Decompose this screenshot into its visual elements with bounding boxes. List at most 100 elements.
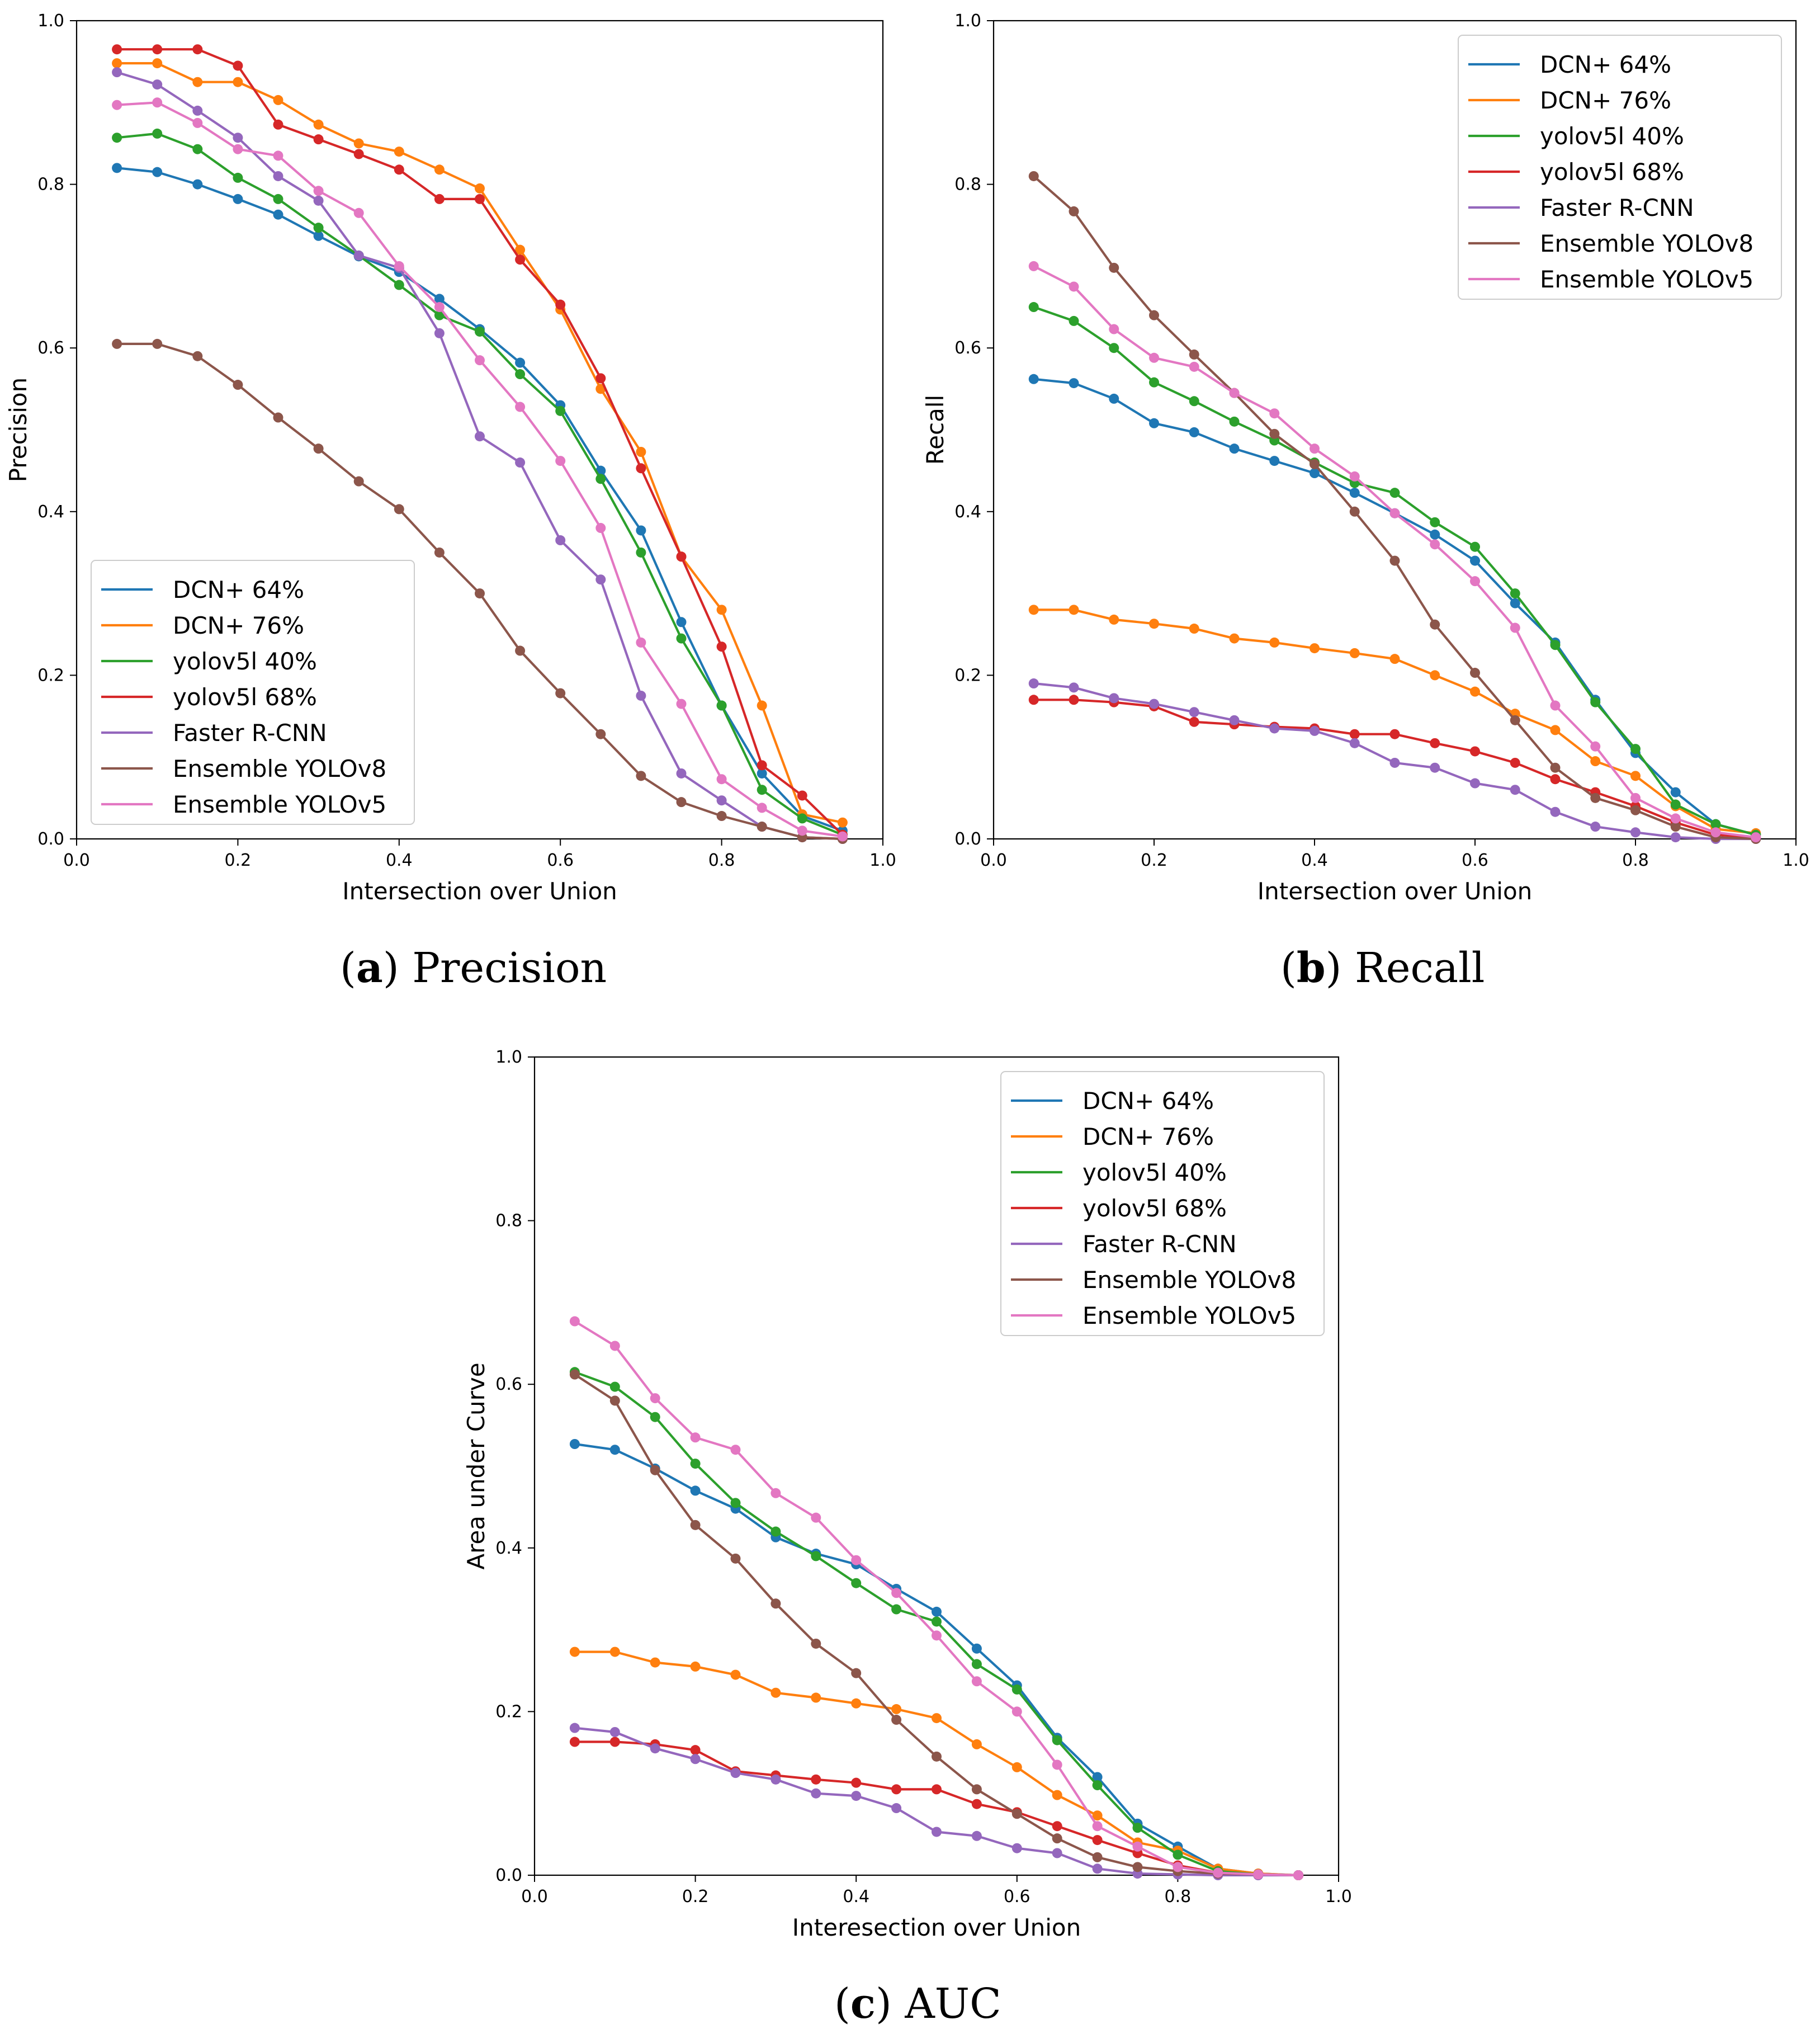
x-tick-label: 1.0 [1325, 1887, 1352, 1907]
chart-panel-3: 0.0 0.2 0.4 0.6 0.8 1.0 0.0 0.2 0.4 0.6 0.8 1.0 Inte… [462, 1048, 1352, 1941]
data-point [192, 44, 203, 55]
data-point [1229, 443, 1240, 454]
data-point [1092, 1863, 1103, 1874]
data-point [1510, 715, 1520, 725]
data-point [1389, 654, 1400, 664]
data-point [515, 254, 526, 265]
data-point [1189, 707, 1199, 718]
data-point [273, 95, 283, 105]
data-point [932, 1713, 942, 1724]
data-point [1028, 302, 1039, 313]
caption-recall: (b) Recall [1280, 944, 1485, 992]
y-tick-label: 0.0 [954, 829, 981, 849]
data-point [851, 1777, 862, 1788]
data-point [1052, 1759, 1062, 1770]
data-point [971, 1830, 982, 1841]
data-point [1028, 605, 1039, 615]
data-point [730, 1553, 741, 1564]
y-tick-label: 0.8 [954, 175, 981, 195]
x-tick-label: 0.8 [1165, 1887, 1192, 1907]
data-point [1310, 459, 1320, 469]
data-point [353, 250, 364, 261]
series-faster-r-cnn [1028, 678, 1761, 844]
data-point [1710, 827, 1721, 838]
x-axis-label: Interesection over Union [792, 1914, 1081, 1941]
data-point [1630, 771, 1641, 781]
data-point [233, 60, 243, 71]
data-point [811, 1692, 821, 1703]
data-point [1132, 1823, 1143, 1833]
y-tick-label: 0.6 [495, 1375, 522, 1394]
data-point [152, 44, 163, 55]
legend-label-faster-r-cnn: Faster R-CNN [1540, 194, 1694, 221]
data-point [971, 1643, 982, 1654]
legend-label-dcn-64: DCN+ 64% [1540, 51, 1671, 78]
data-point [1069, 605, 1079, 615]
data-point [932, 1751, 942, 1762]
data-point [971, 1739, 982, 1749]
data-point [609, 1646, 620, 1657]
legend-label-dcn-64: DCN+ 64% [173, 576, 304, 603]
data-point [569, 1369, 580, 1380]
series-yolov5l-40 [569, 1367, 1304, 1880]
data-point [676, 797, 687, 808]
data-point [1630, 827, 1641, 838]
legend-label-ensemble-yolov8: Ensemble YOLOv8 [1540, 230, 1753, 257]
data-point [690, 1745, 701, 1756]
data-point [273, 150, 283, 161]
caption-text: Recall [1355, 944, 1485, 992]
x-tick-label: 0.8 [1622, 851, 1649, 870]
data-point [650, 1657, 660, 1668]
data-point [730, 1669, 741, 1680]
data-point [1052, 1848, 1062, 1858]
data-point [233, 172, 243, 183]
data-point [434, 310, 445, 320]
data-point [475, 326, 485, 337]
data-point [757, 803, 767, 813]
caption-precision: (a) Precision [340, 944, 607, 992]
data-point [1670, 787, 1681, 798]
data-point [515, 369, 526, 380]
data-point [1269, 408, 1280, 419]
data-point [595, 373, 606, 384]
data-point [1389, 555, 1400, 566]
data-point [971, 1659, 982, 1669]
data-point [1670, 822, 1681, 832]
data-point [770, 1526, 781, 1537]
data-point [730, 1768, 741, 1778]
data-point [1430, 619, 1440, 630]
data-point [851, 1668, 862, 1678]
data-point [313, 223, 324, 233]
data-point [434, 302, 445, 313]
data-point [716, 700, 727, 711]
data-point [1269, 456, 1280, 466]
data-point [1550, 725, 1561, 735]
data-point [192, 117, 203, 128]
data-point [273, 209, 283, 220]
data-point [1189, 427, 1199, 437]
data-point [1630, 805, 1641, 815]
data-point [1011, 1809, 1022, 1819]
data-point [1550, 700, 1561, 711]
data-point [716, 774, 727, 785]
data-point [313, 119, 324, 130]
caption-letter: a [356, 944, 383, 992]
y-tick-label: 0.8 [37, 175, 64, 195]
data-point [112, 100, 122, 110]
legend: DCN+ 64% DCN+ 76% yolov5l 40% yolov5l 68% Fa… [1000, 1071, 1325, 1336]
data-point [636, 447, 646, 457]
axes-frame [75, 20, 884, 840]
data-point [1349, 471, 1360, 482]
legend-label-ensemble-yolov5: Ensemble YOLOv5 [1540, 266, 1753, 293]
data-point [1189, 624, 1199, 634]
data-point [595, 474, 606, 484]
data-point [353, 149, 364, 159]
data-point [1052, 1833, 1062, 1844]
data-point [1109, 693, 1119, 704]
x-axis-label: Intersection over Union [1258, 877, 1533, 905]
data-point [636, 637, 646, 648]
data-point [690, 1485, 701, 1496]
data-point [932, 1606, 942, 1617]
legend-box [1458, 35, 1782, 300]
